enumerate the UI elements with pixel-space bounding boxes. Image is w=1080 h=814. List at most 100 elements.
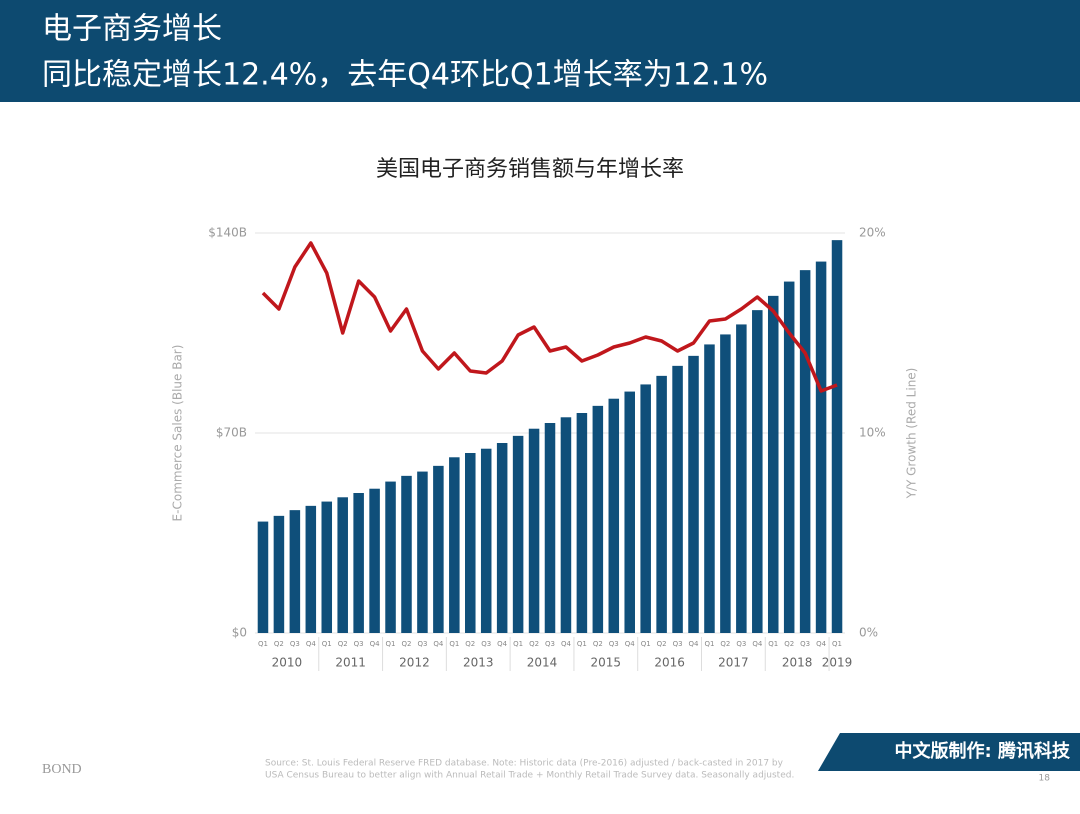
bar — [688, 355, 699, 633]
growth-line — [261, 241, 838, 393]
x-tick-label: Q3 — [673, 640, 683, 648]
y2-tick-label: 20% — [859, 226, 886, 240]
x-tick-label: Q4 — [433, 640, 444, 648]
x-tick-label: Q2 — [657, 640, 667, 648]
x-tick-label: Q2 — [529, 640, 539, 648]
x-tick-label: Q2 — [593, 640, 603, 648]
x-tick-label: Q1 — [322, 640, 332, 648]
bar — [433, 465, 444, 633]
year-label: 2019 — [822, 656, 853, 670]
bar — [449, 457, 460, 633]
y2-tick-label: 10% — [859, 426, 886, 440]
bar — [752, 310, 763, 633]
y2-tick-label: 0% — [859, 626, 878, 640]
year-label: 2013 — [463, 656, 494, 670]
bar — [783, 281, 795, 633]
x-tick-label: Q2 — [338, 640, 348, 648]
y-tick-label: $140B — [208, 226, 247, 240]
x-tick-label: Q3 — [290, 640, 300, 648]
bar — [321, 501, 333, 633]
year-label: 2012 — [399, 656, 430, 670]
y-tick-label: $70B — [216, 426, 247, 440]
x-tick-label: Q1 — [258, 640, 268, 648]
x-tick-label: Q3 — [800, 640, 810, 648]
bar — [576, 413, 588, 633]
page-number: 18 — [1039, 774, 1051, 784]
x-tick-label: Q2 — [465, 640, 475, 648]
y2-axis-label: Y/Y Growth (Red Line) — [905, 368, 919, 500]
credit: 中文版制作: 腾讯科技 — [895, 740, 1071, 762]
bar — [273, 515, 285, 633]
x-tick-label: Q4 — [625, 640, 636, 648]
credit-band — [818, 733, 1080, 771]
x-tick-label: Q4 — [752, 640, 763, 648]
bar — [656, 375, 667, 633]
x-tick-label: Q3 — [736, 640, 746, 648]
year-label: 2018 — [782, 656, 813, 670]
year-label: 2017 — [718, 656, 749, 670]
header-subtitle: 同比稳定增长12.4%，去年Q4环比Q1增长率为12.1% — [42, 58, 768, 93]
x-tick-label: Q1 — [386, 640, 396, 648]
x-tick-label: Q4 — [689, 640, 700, 648]
y-tick-label: $0 — [232, 626, 247, 640]
bar — [512, 435, 524, 633]
x-tick-label: Q2 — [720, 640, 730, 648]
bar — [736, 324, 747, 633]
y-axis-label: E-Commerce Sales (Blue Bar) — [171, 345, 185, 522]
bar — [592, 405, 604, 633]
x-tick-label: Q2 — [274, 640, 284, 648]
x-tick-label: Q3 — [545, 640, 555, 648]
bar — [305, 505, 317, 633]
bar — [289, 510, 301, 633]
year-label: 2016 — [654, 656, 685, 670]
bar — [640, 384, 651, 633]
x-tick-label: Q3 — [417, 640, 427, 648]
x-tick-label: Q1 — [641, 640, 651, 648]
x-tick-label: Q2 — [402, 640, 412, 648]
bar — [385, 481, 396, 633]
x-tick-label: Q1 — [768, 640, 778, 648]
bar — [401, 475, 412, 633]
brand: BOND — [42, 762, 82, 777]
source-line: USA Census Bureau to better align with A… — [265, 771, 794, 781]
year-label: 2011 — [335, 656, 366, 670]
bar — [831, 240, 843, 633]
bar — [417, 471, 428, 633]
year-label: 2010 — [272, 656, 303, 670]
x-tick-label: Q1 — [449, 640, 459, 648]
x-tick-label: Q1 — [704, 640, 714, 648]
bar — [608, 398, 620, 633]
bar — [369, 488, 380, 633]
x-tick-label: Q4 — [306, 640, 317, 648]
x-tick-label: Q4 — [497, 640, 508, 648]
bar — [799, 270, 811, 633]
x-tick-label: Q1 — [832, 640, 842, 648]
bar — [496, 443, 508, 633]
source-line: Source: St. Louis Federal Reserve FRED d… — [265, 759, 784, 769]
bar — [337, 497, 348, 633]
bar — [720, 334, 731, 633]
header-band — [0, 0, 1080, 102]
bar — [465, 453, 476, 633]
bar — [624, 391, 635, 633]
year-label: 2015 — [591, 656, 622, 670]
x-tick-label: Q4 — [561, 640, 572, 648]
x-tick-label: Q3 — [609, 640, 619, 648]
x-tick-label: Q4 — [370, 640, 381, 648]
bar — [257, 521, 269, 633]
bar — [544, 423, 556, 633]
bar — [672, 365, 683, 633]
bar — [353, 493, 364, 633]
x-tick-label: Q4 — [816, 640, 827, 648]
x-tick-label: Q3 — [481, 640, 491, 648]
bar — [528, 428, 540, 633]
year-label: 2014 — [527, 656, 558, 670]
bar — [560, 417, 572, 633]
x-tick-label: Q2 — [784, 640, 794, 648]
bar — [480, 448, 492, 633]
x-tick-label: Q3 — [354, 640, 364, 648]
header-title: 电子商务增长 — [42, 12, 222, 47]
x-tick-label: Q1 — [513, 640, 523, 648]
x-tick-label: Q1 — [577, 640, 587, 648]
